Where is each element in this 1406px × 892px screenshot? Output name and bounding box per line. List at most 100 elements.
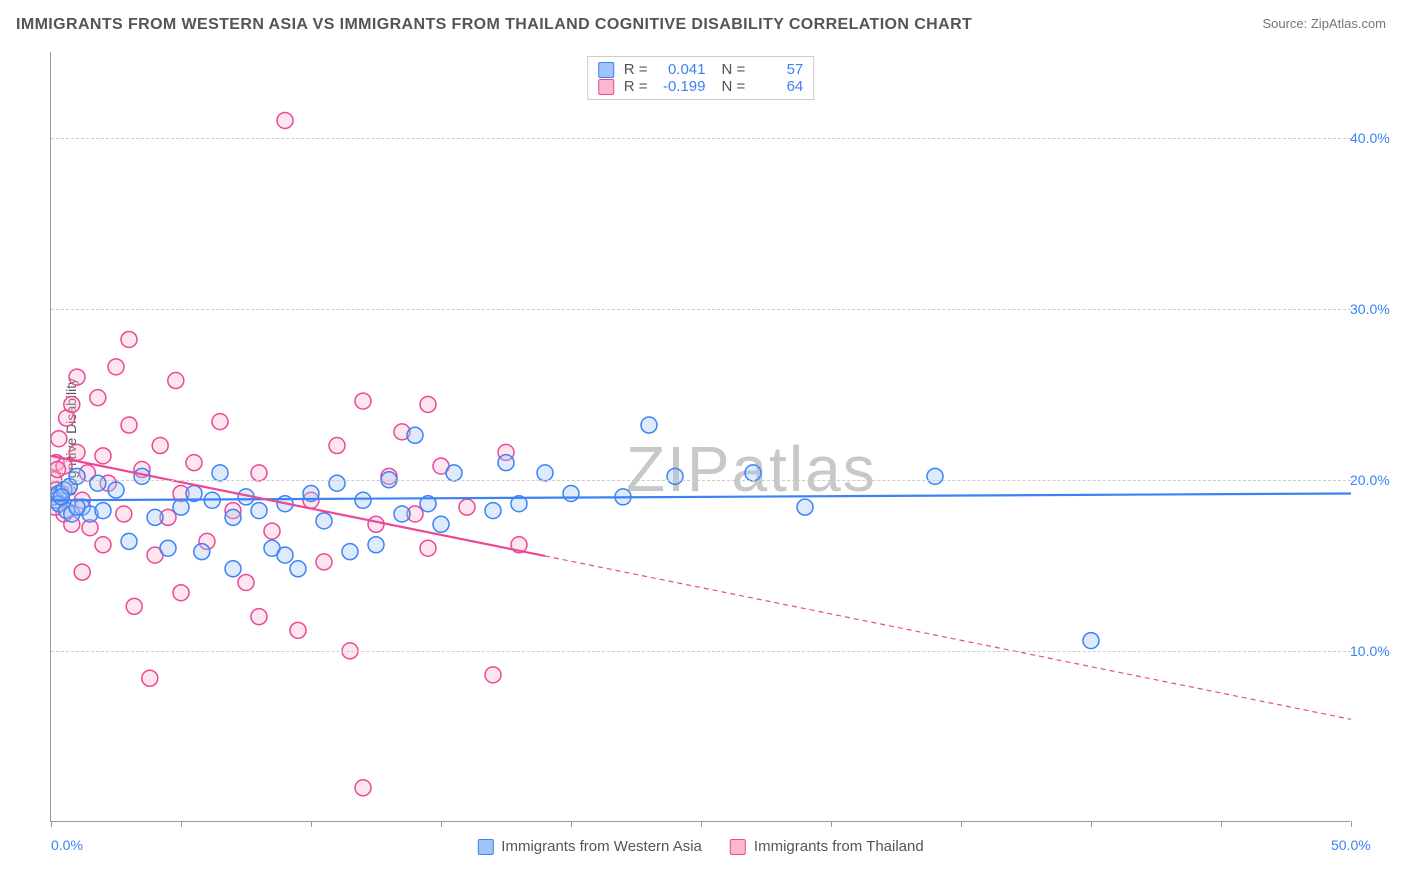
scatter-point	[90, 390, 106, 406]
scatter-point	[368, 516, 384, 532]
scatter-point	[69, 369, 85, 385]
scatter-point	[64, 396, 80, 412]
scatter-point	[53, 489, 69, 505]
scatter-point	[121, 417, 137, 433]
x-tick	[701, 821, 702, 827]
scatter-point	[160, 540, 176, 556]
scatter-point	[152, 438, 168, 454]
scatter-point	[277, 547, 293, 563]
x-tick	[831, 821, 832, 827]
legend-item-1: Immigrants from Thailand	[730, 838, 924, 855]
scatter-point	[433, 516, 449, 532]
scatter-point	[168, 373, 184, 389]
y-tick-label: 10.0%	[1350, 643, 1400, 659]
scatter-point	[251, 609, 267, 625]
scatter-point	[51, 431, 67, 447]
scatter-point	[420, 396, 436, 412]
scatter-point	[537, 465, 553, 481]
legend-item-0: Immigrants from Western Asia	[477, 838, 702, 855]
scatter-point	[108, 482, 124, 498]
scatter-point	[498, 455, 514, 471]
scatter-point	[485, 667, 501, 683]
scatter-point	[368, 537, 384, 553]
scatter-point	[126, 598, 142, 614]
scatter-point	[95, 537, 111, 553]
scatter-point	[485, 503, 501, 519]
scatter-point	[797, 499, 813, 515]
scatter-point	[121, 331, 137, 347]
scatter-point	[225, 561, 241, 577]
scatter-point	[355, 780, 371, 796]
scatter-point	[69, 444, 85, 460]
scatter-point	[95, 448, 111, 464]
scatter-point	[355, 492, 371, 508]
gridline	[51, 651, 1351, 652]
gridline	[51, 138, 1351, 139]
x-tick	[1221, 821, 1222, 827]
plot-region: ZIPatlas R = 0.041 N = 57 R = -0.199 N =…	[50, 52, 1350, 822]
scatter-point	[147, 509, 163, 525]
scatter-point	[316, 513, 332, 529]
scatter-point	[186, 455, 202, 471]
legend-swatch-0	[477, 839, 493, 855]
scatter-point	[342, 544, 358, 560]
x-tick	[1091, 821, 1092, 827]
source-label: Source: ZipAtlas.com	[1262, 16, 1386, 31]
gridline	[51, 309, 1351, 310]
scatter-point	[277, 112, 293, 128]
scatter-point	[329, 475, 345, 491]
chart-area: Cognitive Disability ZIPatlas R = 0.041 …	[50, 52, 1390, 822]
y-tick-label: 30.0%	[1350, 301, 1400, 317]
x-axis-max-label: 50.0%	[1331, 837, 1371, 853]
scatter-point	[446, 465, 462, 481]
legend-swatch-1	[730, 839, 746, 855]
x-axis-min-label: 0.0%	[51, 837, 83, 853]
scatter-point	[95, 503, 111, 519]
scatter-svg	[51, 52, 1351, 822]
x-tick	[311, 821, 312, 827]
scatter-point	[74, 564, 90, 580]
scatter-point	[290, 622, 306, 638]
legend-label-1: Immigrants from Thailand	[754, 838, 924, 855]
y-tick-label: 20.0%	[1350, 472, 1400, 488]
gridline	[51, 480, 1351, 481]
x-tick	[181, 821, 182, 827]
scatter-point	[927, 468, 943, 484]
y-tick-label: 40.0%	[1350, 130, 1400, 146]
scatter-point	[173, 585, 189, 601]
scatter-point	[329, 438, 345, 454]
x-tick	[571, 821, 572, 827]
chart-title: IMMIGRANTS FROM WESTERN ASIA VS IMMIGRAN…	[16, 16, 972, 34]
scatter-point	[407, 427, 423, 443]
scatter-point	[238, 574, 254, 590]
legend-label-0: Immigrants from Western Asia	[501, 838, 702, 855]
scatter-point	[355, 393, 371, 409]
scatter-point	[212, 414, 228, 430]
scatter-point	[745, 465, 761, 481]
scatter-point	[51, 462, 66, 478]
x-tick	[1351, 821, 1352, 827]
trend-line-dashed	[545, 556, 1351, 719]
scatter-point	[251, 503, 267, 519]
x-tick	[51, 821, 52, 827]
scatter-point	[641, 417, 657, 433]
scatter-point	[563, 485, 579, 501]
scatter-point	[212, 465, 228, 481]
scatter-point	[116, 506, 132, 522]
scatter-point	[420, 540, 436, 556]
scatter-point	[316, 554, 332, 570]
scatter-point	[142, 670, 158, 686]
scatter-point	[173, 499, 189, 515]
scatter-point	[108, 359, 124, 375]
scatter-point	[194, 544, 210, 560]
scatter-point	[264, 523, 280, 539]
bottom-legend: Immigrants from Western Asia Immigrants …	[477, 838, 923, 855]
scatter-point	[225, 509, 241, 525]
scatter-point	[394, 506, 410, 522]
x-tick	[961, 821, 962, 827]
x-tick	[441, 821, 442, 827]
scatter-point	[69, 468, 85, 484]
scatter-point	[1083, 633, 1099, 649]
scatter-point	[290, 561, 306, 577]
scatter-point	[667, 468, 683, 484]
